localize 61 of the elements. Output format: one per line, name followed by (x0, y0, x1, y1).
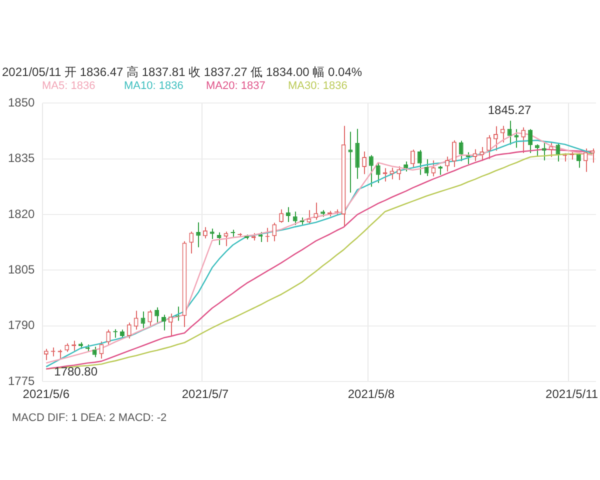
candlestick (494, 126, 498, 152)
candlestick (292, 211, 298, 226)
candlestick (458, 140, 464, 162)
candlestick (106, 329, 111, 345)
candlestick (507, 120, 512, 146)
candlestick (92, 346, 97, 358)
candlestick (556, 142, 560, 162)
candlestick (466, 152, 470, 165)
x-tick-label: 2021/5/11 (546, 387, 598, 402)
candlestick (486, 134, 492, 160)
text: MA20: 1837 (206, 80, 266, 92)
candlestick (576, 152, 581, 168)
x-tick-label: 2021/5/6 (22, 387, 70, 402)
candlestick (272, 222, 277, 242)
candlestick (514, 128, 519, 148)
candlestick (500, 125, 505, 144)
text: MA10: 1836 (124, 80, 184, 92)
candlestick (189, 231, 194, 254)
candlestick (279, 208, 284, 224)
chart-subtitle: 2021/05/11 开 1836.47 高 1837.81 收 1837.27 低 1834.00 幅 0.04% (2, 64, 362, 81)
candlestick (376, 162, 380, 184)
candlestick (445, 156, 450, 172)
candlestick (224, 231, 228, 247)
candlestick (535, 144, 540, 158)
candlestick (410, 149, 415, 168)
annotation: 1845.27 (488, 103, 532, 118)
candlestick (583, 148, 588, 172)
y-tick-label: 1820 (8, 206, 36, 221)
candlestick (314, 202, 318, 220)
candlestick (168, 313, 173, 337)
text: MA30: 1836 (288, 80, 348, 92)
text: MACD DIF: 1 DEA: 2 MACD: -2 (12, 412, 167, 424)
y-tick-label: 1805 (8, 262, 36, 277)
candlestick (417, 149, 422, 176)
candlestick (72, 340, 76, 352)
candlestick (369, 154, 374, 188)
candlestick (424, 158, 429, 176)
candlestick (452, 140, 456, 168)
candlestick (355, 128, 360, 180)
candlestick (162, 314, 166, 331)
candlestick (306, 210, 312, 224)
candlestick (134, 310, 138, 330)
candlestick (210, 228, 214, 240)
candlestick (154, 306, 160, 324)
y-tick-label: 1835 (8, 151, 36, 166)
candlestick (126, 322, 132, 340)
candlestick (216, 232, 222, 246)
candlestick (203, 226, 208, 239)
candlestick (148, 309, 152, 328)
y-tick-label: 1790 (8, 318, 36, 332)
y-tick-label: 1775 (8, 374, 36, 388)
text: MA5: 1836 (42, 80, 96, 92)
x-tick-label: 2021/5/7 (182, 387, 229, 402)
candlestick (396, 166, 402, 181)
candlestick (590, 148, 595, 164)
candlestick (362, 150, 367, 175)
candlestick (521, 126, 526, 154)
annotation: 1780.80 (54, 364, 98, 378)
x-tick-label: 2021/5/8 (348, 387, 395, 402)
y-tick-label: 1850 (8, 96, 36, 110)
candlestick (528, 128, 533, 154)
